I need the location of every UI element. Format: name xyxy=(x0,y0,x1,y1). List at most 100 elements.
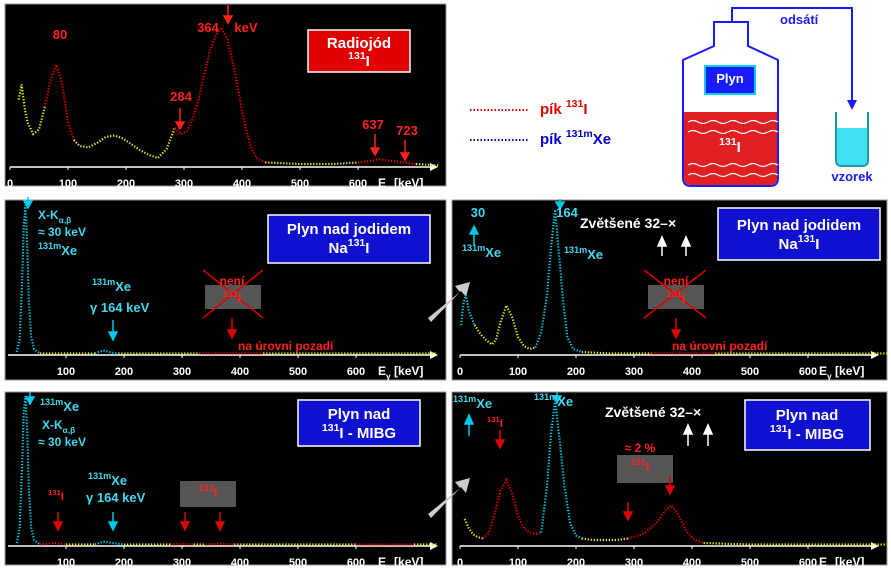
spectrum xyxy=(15,204,41,355)
label-box xyxy=(717,207,881,261)
text-run: Plyn xyxy=(716,71,744,86)
text-run: na úrovni pozadí xyxy=(672,339,768,353)
x-tick-label: 500 xyxy=(741,557,759,568)
text-run: E xyxy=(378,176,386,190)
text-run: E xyxy=(378,364,386,378)
text-run: keV xyxy=(234,20,257,35)
background-box xyxy=(180,481,236,507)
superscript: 131 xyxy=(667,289,682,299)
text-run: pík xyxy=(540,131,566,148)
x-tick-label: 300 xyxy=(175,178,193,190)
annotation: 131I xyxy=(667,289,686,306)
superscript: 131 xyxy=(566,98,584,110)
axis-arrow xyxy=(871,542,879,550)
text-run: Xe xyxy=(485,245,501,260)
annotation: ≈ 2 % xyxy=(625,441,656,455)
text-run: [keV] xyxy=(391,364,424,378)
superscript: 131m xyxy=(88,471,111,481)
text-run: 164 xyxy=(556,205,578,220)
spectrum xyxy=(265,161,359,166)
arrows xyxy=(656,235,692,256)
diagram-label: vzorek xyxy=(831,169,873,184)
text-run: ≈ 30 keV xyxy=(38,435,86,449)
text-run: Xe xyxy=(593,131,611,148)
arrows xyxy=(22,197,119,342)
text-run: Xe xyxy=(61,243,77,258)
text-run: I xyxy=(583,101,587,118)
x-tick-label: 100 xyxy=(57,366,75,378)
legend-label: pík 131I xyxy=(540,98,588,118)
annotation: na úrovni pozadí xyxy=(238,339,334,353)
superscript: 131 xyxy=(199,483,214,493)
annotation: Plyn nad xyxy=(328,406,391,423)
text-run: 30 xyxy=(471,205,485,220)
x-tick-label: 500 xyxy=(291,178,309,190)
text-run: I xyxy=(815,236,819,253)
annotation: ≈ 30 keV xyxy=(38,435,86,449)
superscript: 131m xyxy=(564,245,587,255)
text-run: není xyxy=(220,274,245,288)
subscript: γ xyxy=(827,562,832,568)
x-tick-label: 200 xyxy=(567,557,585,568)
x-tick-label: 400 xyxy=(231,557,249,568)
x-tick-label: 0 xyxy=(457,557,463,568)
arrows xyxy=(463,392,563,436)
text-run: I xyxy=(500,418,503,430)
superscript: 131 xyxy=(798,233,816,245)
x-tick-label: 600 xyxy=(799,557,817,568)
annotation: 164 xyxy=(556,205,578,220)
text-run: Plyn nad xyxy=(776,407,839,424)
annotation: 637 xyxy=(362,117,384,132)
label-box xyxy=(744,399,871,451)
annotation: keV xyxy=(234,20,257,35)
arrows xyxy=(494,430,676,522)
annotation: 131I xyxy=(631,457,650,474)
text-run: [keV] xyxy=(391,555,424,568)
text-run: Xe xyxy=(476,396,492,411)
x-tick-label: 600 xyxy=(347,366,365,378)
annotation: 131I xyxy=(487,415,503,430)
label-box xyxy=(297,399,421,447)
annotation: X-Kα,β xyxy=(42,418,75,435)
diagram-label: Plyn xyxy=(716,71,744,86)
annotation: 131mXe xyxy=(38,241,77,258)
x-tick-label: 300 xyxy=(173,366,191,378)
link-arrows xyxy=(428,282,470,518)
text-run: Xe xyxy=(115,279,131,294)
text-run: I xyxy=(737,139,741,156)
spectrum xyxy=(534,209,583,354)
superscript: 131 xyxy=(770,423,788,435)
text-run: 723 xyxy=(396,123,418,138)
superscript: 131m xyxy=(462,243,485,253)
text-run: Na xyxy=(329,240,349,257)
annotation: 131mXe xyxy=(462,243,501,260)
superscript: 131 xyxy=(719,136,737,148)
arrows xyxy=(52,512,226,532)
text-run: E xyxy=(378,555,386,568)
x-axis-label: Eγ [keV] xyxy=(378,555,423,568)
annotation: 723 xyxy=(396,123,418,138)
text-run: [keV] xyxy=(391,176,424,190)
text-run: Xe xyxy=(111,473,127,488)
legend-label: pík 131mXe xyxy=(540,128,611,148)
x-tick-label: 200 xyxy=(117,178,135,190)
x-tick-label: 400 xyxy=(231,366,249,378)
x-tick-label: 100 xyxy=(59,178,77,190)
annotation: 364 xyxy=(197,20,219,35)
annotation: 131I xyxy=(348,50,370,70)
text-run: E xyxy=(819,555,827,568)
background-box xyxy=(617,455,673,483)
text-run: I xyxy=(366,53,370,70)
x-tick-label: 200 xyxy=(567,366,585,378)
subscript: γ xyxy=(827,371,832,381)
annotation: Na131I xyxy=(779,233,820,253)
annotation: 131I - MIBG xyxy=(770,423,844,443)
cross xyxy=(202,269,264,319)
text-run: ≈ 2 % xyxy=(625,441,656,455)
text-run: 364 xyxy=(197,20,219,35)
annotation: ≈ 30 keV xyxy=(38,225,86,239)
text-run: I xyxy=(365,240,369,257)
x-tick-label: 100 xyxy=(57,557,75,568)
arrows xyxy=(24,392,119,532)
x-tick-label: 400 xyxy=(233,178,251,190)
